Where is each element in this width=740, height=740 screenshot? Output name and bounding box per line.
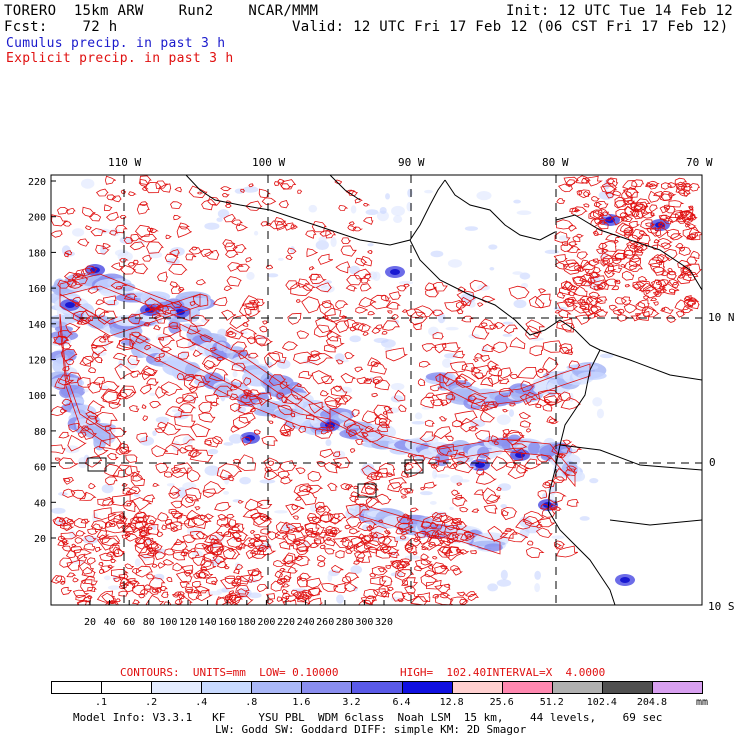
colorbar-label: .4	[195, 697, 208, 708]
lat-label-0: 0	[709, 456, 716, 469]
colorbar-swatch	[151, 681, 203, 694]
colorbar-label: 51.2	[539, 697, 564, 708]
lat-lon-grid	[51, 175, 702, 605]
x-tick-label: 220	[277, 617, 295, 628]
colorbar-label: .2	[145, 697, 158, 708]
lon-label-80w: 80 W	[542, 156, 569, 169]
colorbar-label: 25.6	[489, 697, 514, 708]
colorbar-label: .8	[245, 697, 258, 708]
colorbar-label: 204.8	[636, 697, 667, 708]
forecast-hour: Fcst: 72 h	[4, 19, 118, 35]
colorbar-label: 3.2	[342, 697, 361, 708]
colorbar-swatch	[351, 681, 403, 694]
y-tick-label: 220	[28, 177, 46, 188]
contour-high-label: HIGH= 102.40	[400, 666, 487, 679]
valid-time: Valid: 12 UTC Fri 17 Feb 12 (06 CST Fri …	[292, 19, 729, 35]
colorbar-swatch	[451, 681, 503, 694]
x-tick-label: 40	[104, 617, 116, 628]
x-tick-label: 180	[238, 617, 256, 628]
lon-label-70w: 70 W	[686, 156, 713, 169]
y-tick-label: 60	[34, 463, 46, 474]
colorbar-swatch	[501, 681, 553, 694]
x-tick-label: 120	[179, 617, 197, 628]
x-tick-label: 260	[316, 617, 334, 628]
y-tick-label: 80	[34, 427, 46, 438]
coastline	[87, 175, 702, 605]
y-tick-label: 180	[28, 248, 46, 259]
colorbar-label: 12.8	[439, 697, 464, 708]
init-time: Init: 12 UTC Tue 14 Feb 12	[506, 3, 733, 19]
lon-label-100w: 100 W	[252, 156, 286, 169]
x-tick-label: 240	[297, 617, 315, 628]
contour-interval-label: INTERVAL=X 4.0000	[486, 666, 606, 679]
x-tick-label: 80	[143, 617, 155, 628]
x-tick-label: 60	[123, 617, 135, 628]
colorbar-units: mm	[696, 697, 709, 708]
colorbar-label: 6.4	[392, 697, 411, 708]
y-tick-label: 160	[28, 284, 46, 295]
x-tick-label: 140	[199, 617, 217, 628]
colorbar-swatch	[401, 681, 453, 694]
lat-label-10n: 10 N	[708, 311, 735, 324]
cumulus-precip-label: Cumulus precip. in past 3 h	[6, 36, 226, 51]
colorbar-swatch	[301, 681, 353, 694]
y-tick-label: 20	[34, 534, 46, 545]
physics-info-line: LW: Godd SW: Goddard DIFF: simple KM: 2D…	[215, 723, 527, 736]
x-tick-label: 320	[375, 617, 393, 628]
y-tick-label: 200	[28, 213, 46, 224]
colorbar-swatch	[601, 681, 653, 694]
lon-label-90w: 90 W	[398, 156, 425, 169]
explicit-precip-contours	[51, 175, 702, 605]
colorbar-label: .1	[95, 697, 108, 708]
y-tick-label: 140	[28, 320, 46, 331]
y-tick-label: 120	[28, 356, 46, 367]
x-tick-label: 100	[159, 617, 177, 628]
lon-label-110w: 110 W	[108, 156, 142, 169]
island-box	[87, 457, 107, 472]
colorbar-swatch	[251, 681, 303, 694]
colorbar-swatch	[651, 681, 703, 694]
colorbar-label: 102.4	[586, 697, 617, 708]
contour-units-label: CONTOURS: UNITS=mm LOW= 0.10000	[120, 666, 339, 679]
y-tick-label: 100	[28, 391, 46, 402]
colorbar-swatch	[201, 681, 253, 694]
island-box	[404, 459, 424, 474]
colorbar-swatch	[551, 681, 603, 694]
explicit-precip-label: Explicit precip. in past 3 h	[6, 51, 234, 66]
lat-label-10s: 10 S	[708, 600, 735, 613]
island-box	[357, 483, 377, 498]
x-tick-label: 280	[336, 617, 354, 628]
y-tick-label: 40	[34, 498, 46, 509]
model-title: TORERO 15km ARW Run2 NCAR/MMM	[4, 3, 319, 19]
map-frame	[50, 174, 703, 606]
model-info-line: Model Info: V3.3.1 KF YSU PBL WDM 6class…	[73, 711, 663, 724]
x-tick-label: 200	[257, 617, 275, 628]
colorbar-label: 1.6	[292, 697, 311, 708]
x-tick-label: 20	[84, 617, 96, 628]
x-tick-label: 160	[218, 617, 236, 628]
x-tick-label: 300	[355, 617, 373, 628]
colorbar-swatch	[101, 681, 153, 694]
colorbar-swatch	[51, 681, 103, 694]
